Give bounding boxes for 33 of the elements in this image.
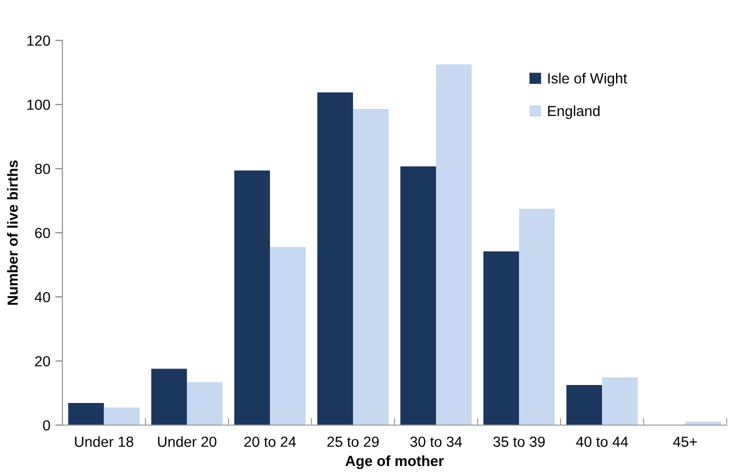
bar xyxy=(353,108,389,426)
x-tick-label: 20 to 24 xyxy=(244,436,296,447)
y-tick-label: 20 xyxy=(35,356,50,366)
bar xyxy=(234,170,270,426)
y-tick-label: 80 xyxy=(35,164,50,174)
bar xyxy=(151,368,187,426)
x-tick-label: 45+ xyxy=(673,436,697,447)
bar xyxy=(317,92,354,426)
x-tick-label: 30 to 34 xyxy=(410,436,462,447)
bar xyxy=(68,403,104,426)
y-tick-label: 0 xyxy=(43,420,50,431)
x-tick-label: 35 to 39 xyxy=(493,436,545,447)
bar xyxy=(104,407,140,426)
x-tick-label: Under 18 xyxy=(75,436,134,447)
y-axis-title: Number of live births xyxy=(7,160,18,305)
y-tick-label: 60 xyxy=(35,228,50,238)
x-tick-label: Under 20 xyxy=(158,436,216,447)
y-tick-label: 120 xyxy=(27,35,50,46)
bar xyxy=(602,377,638,426)
y-tick-label: 40 xyxy=(34,292,50,302)
legend-label: England xyxy=(548,105,600,120)
y-tick-label: 100 xyxy=(27,100,50,110)
bar xyxy=(483,251,520,426)
x-axis-title: Age of mother xyxy=(345,455,444,470)
bar xyxy=(566,385,602,426)
bar xyxy=(186,382,223,426)
bar xyxy=(400,166,436,426)
bar xyxy=(436,64,472,426)
x-tick-label: 40 to 44 xyxy=(576,436,628,447)
bar xyxy=(519,208,555,426)
bar xyxy=(270,246,306,426)
legend-label: Isle of Wight xyxy=(548,72,628,86)
x-tick-label: 25 to 29 xyxy=(327,436,379,447)
